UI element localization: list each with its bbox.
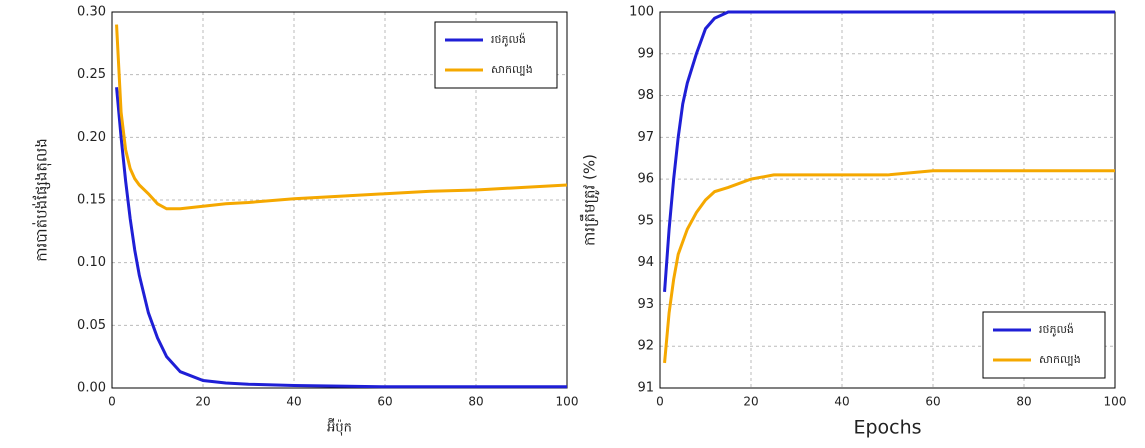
y-tick-label: 92 bbox=[637, 339, 654, 354]
x-tick-label: 0 bbox=[108, 395, 116, 409]
x-tick-label: 40 bbox=[286, 395, 301, 409]
y-tick-label: 0.15 bbox=[77, 193, 106, 208]
series-line bbox=[115, 24, 568, 211]
x-axis-label: Epochs bbox=[853, 417, 921, 439]
x-tick-label: 20 bbox=[195, 395, 210, 409]
y-tick-label: 99 bbox=[637, 46, 654, 61]
y-tick-label: 98 bbox=[637, 88, 654, 103]
y-tick-label: 0.25 bbox=[77, 67, 106, 82]
y-tick-label: 91 bbox=[637, 381, 654, 396]
series-line bbox=[663, 10, 1115, 293]
y-tick-label: 0.10 bbox=[77, 255, 106, 270]
x-tick-label: 80 bbox=[1016, 395, 1031, 409]
y-tick-label: 95 bbox=[637, 213, 654, 228]
y-tick-label: 0.30 bbox=[77, 5, 106, 20]
x-tick-label: 60 bbox=[377, 395, 392, 409]
x-tick-label: 20 bbox=[743, 395, 758, 409]
x-tick-label: 100 bbox=[556, 395, 579, 409]
y-tick-label: 100 bbox=[629, 5, 654, 20]
y-axis-label: ការត្រឹមត្រូវ (%) bbox=[580, 154, 600, 246]
x-tick-label: 60 bbox=[925, 395, 940, 409]
y-tick-label: 0.05 bbox=[77, 318, 106, 333]
y-tick-label: 0.00 bbox=[77, 381, 106, 396]
x-tick-label: 0 bbox=[656, 395, 664, 409]
y-tick-label: 93 bbox=[637, 297, 654, 312]
x-tick-label: 40 bbox=[834, 395, 849, 409]
y-tick-label: 94 bbox=[637, 255, 654, 270]
legend-label: រថភូលង៉ bbox=[491, 32, 526, 47]
series-line bbox=[115, 87, 567, 389]
y-tick-label: 97 bbox=[637, 130, 654, 145]
y-axis-label: ការបាត់បង់ផ្សែងតុលង bbox=[32, 138, 52, 262]
x-axis-label: អ៊ីប៉ុក bbox=[327, 418, 352, 437]
plot-frame bbox=[111, 11, 568, 389]
x-tick-label: 100 bbox=[1104, 395, 1127, 409]
y-tick-label: 0.20 bbox=[77, 130, 106, 145]
legend-box bbox=[434, 21, 558, 89]
x-tick-label: 80 bbox=[468, 395, 483, 409]
legend-label: សាកល្បង bbox=[1039, 353, 1081, 366]
legend-label: រថភូលង៉ bbox=[1039, 322, 1074, 337]
legend-label: សាកល្បង bbox=[491, 63, 533, 76]
series-line bbox=[663, 169, 1115, 364]
legend-box bbox=[982, 311, 1106, 379]
y-tick-label: 96 bbox=[637, 172, 654, 187]
